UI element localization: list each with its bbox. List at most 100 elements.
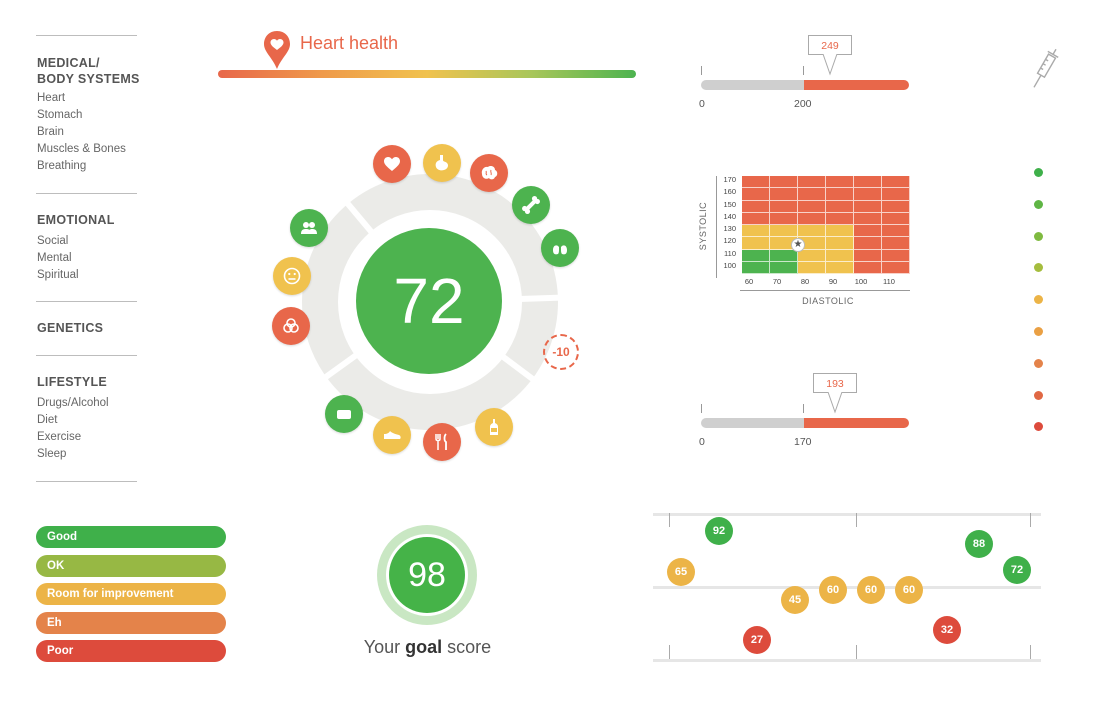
score-bubble[interactable]: 92 (705, 517, 733, 545)
bp-x-tick: 70 (772, 277, 782, 286)
sidebar-item-mental[interactable]: Mental (37, 252, 72, 264)
bp-grid (742, 176, 910, 274)
score-bubble[interactable]: 60 (857, 576, 885, 604)
bp-grid-cell (826, 225, 854, 238)
score-bubble[interactable]: 72 (1003, 556, 1031, 584)
goal-label: Your goal score (363, 637, 492, 657)
bp-x-axis (740, 290, 910, 291)
syringe-icon (1028, 46, 1060, 94)
bp-y-label: SYSTOLIC (698, 201, 708, 251)
status-dot (1034, 295, 1043, 305)
bp-x-label: DIASTOLIC (802, 296, 854, 306)
bed-icon[interactable] (325, 395, 363, 433)
score-penalty-badge[interactable]: -10 (543, 334, 579, 370)
heart-pin-icon (263, 30, 291, 70)
score-bubble[interactable]: 65 (667, 558, 695, 586)
bp-grid-cell (798, 188, 826, 201)
bp-grid-cell (882, 200, 910, 213)
status-dot (1034, 327, 1043, 336)
bp-x-tick: 60 (744, 277, 754, 286)
bp-grid-cell (770, 200, 798, 213)
bp-grid-cell (770, 261, 798, 274)
bp-x-tick: 110 (883, 277, 895, 286)
goal-score[interactable]: 98 (389, 537, 465, 613)
bp-grid-cell (826, 237, 854, 250)
shoe-icon[interactable] (373, 416, 411, 454)
heart-icon[interactable] (373, 145, 411, 183)
bp-y-tick: 140 (723, 211, 736, 221)
bar-min-label: 0 (699, 436, 705, 448)
bar-threshold-label: 170 (794, 436, 812, 448)
timeline-mid-rule (653, 586, 1041, 589)
legend-ok: OK (36, 555, 226, 577)
status-dot (1034, 263, 1043, 273)
bone-icon[interactable] (512, 186, 550, 224)
score-bubble[interactable]: 60 (895, 576, 923, 604)
bp-grid-cell (854, 225, 882, 238)
sidebar-item-brain[interactable]: Brain (37, 126, 64, 138)
bp-grid-cell (882, 249, 910, 262)
bp-grid-cell (770, 212, 798, 225)
score-bubble[interactable]: 27 (743, 626, 771, 654)
stomach-icon[interactable] (423, 144, 461, 182)
section-title-lifestyle[interactable]: LIFESTYLE (37, 375, 108, 389)
legend-eh: Eh (36, 612, 226, 634)
bp-grid-cell (826, 249, 854, 262)
bar-normal-range (701, 80, 804, 90)
bp-grid-cell (770, 225, 798, 238)
fork-knife-icon[interactable] (423, 423, 461, 461)
sidebar-item-spiritual[interactable]: Spiritual (37, 269, 79, 281)
sidebar-item-sleep[interactable]: Sleep (37, 448, 67, 460)
bottle-icon[interactable] (475, 408, 513, 446)
callout-pointer (827, 392, 843, 414)
section-title-genetics[interactable]: GENETICS (37, 321, 104, 335)
bp-grid-cell (742, 249, 770, 262)
health-score[interactable]: 72 (356, 228, 502, 374)
bar-start-tick (701, 66, 702, 75)
section-title-emotional[interactable]: EMOTIONAL (37, 213, 115, 227)
bar-threshold-label: 200 (794, 98, 812, 110)
status-dot (1034, 199, 1043, 209)
timeline-tick (669, 513, 670, 527)
score-bubble[interactable]: 60 (819, 576, 847, 604)
timeline-tick (1030, 513, 1031, 527)
legend-room-for-improvement: Room for improvement (36, 583, 226, 605)
bp-grid-cell (798, 225, 826, 238)
section-title-medical[interactable]: MEDICAL/ (37, 56, 100, 70)
sidebar-item-stomach[interactable]: Stomach (37, 109, 83, 121)
sidebar-item-diet[interactable]: Diet (37, 414, 58, 426)
bp-grid-cell (742, 237, 770, 250)
callout-pointer (822, 54, 838, 76)
lungs-icon[interactable] (541, 229, 579, 267)
bar-over-range (804, 418, 909, 428)
score-bubble[interactable]: 32 (933, 616, 961, 644)
status-dot (1034, 358, 1043, 368)
bp-y-tick: 100 (723, 260, 736, 270)
bp-y-tick: 120 (723, 236, 736, 246)
bp-reading-marker[interactable]: ★ (791, 237, 805, 252)
health-gradient-bar (218, 70, 636, 78)
sidebar-item-heart[interactable]: Heart (37, 92, 66, 104)
sidebar-item-breathing[interactable]: Breathing (37, 160, 87, 172)
bp-grid-cell (826, 188, 854, 201)
bp-grid-cell (854, 249, 882, 262)
bp-grid-cell (742, 212, 770, 225)
sidebar-item-exercise[interactable]: Exercise (37, 431, 82, 443)
timeline-tick (669, 645, 670, 659)
timeline-tick (856, 645, 857, 659)
sidebar-item-social[interactable]: Social (37, 235, 69, 247)
divider (36, 481, 137, 482)
dna-icon[interactable] (272, 307, 310, 345)
sidebar-item-muscles-bones[interactable]: Muscles & Bones (37, 143, 126, 155)
bp-grid-cell (882, 261, 910, 274)
score-bubble[interactable]: 45 (781, 586, 809, 614)
bp-grid-cell (798, 212, 826, 225)
bp-grid-cell (882, 176, 910, 189)
section-title-medical-line2[interactable]: BODY SYSTEMS (37, 72, 140, 86)
brain-icon[interactable] (470, 154, 508, 192)
face-icon[interactable] (273, 257, 311, 295)
bp-grid-cell (742, 188, 770, 201)
people-icon[interactable] (290, 209, 328, 247)
score-bubble[interactable]: 88 (965, 530, 993, 558)
sidebar-item-drugs-alcohol[interactable]: Drugs/Alcohol (37, 397, 109, 409)
